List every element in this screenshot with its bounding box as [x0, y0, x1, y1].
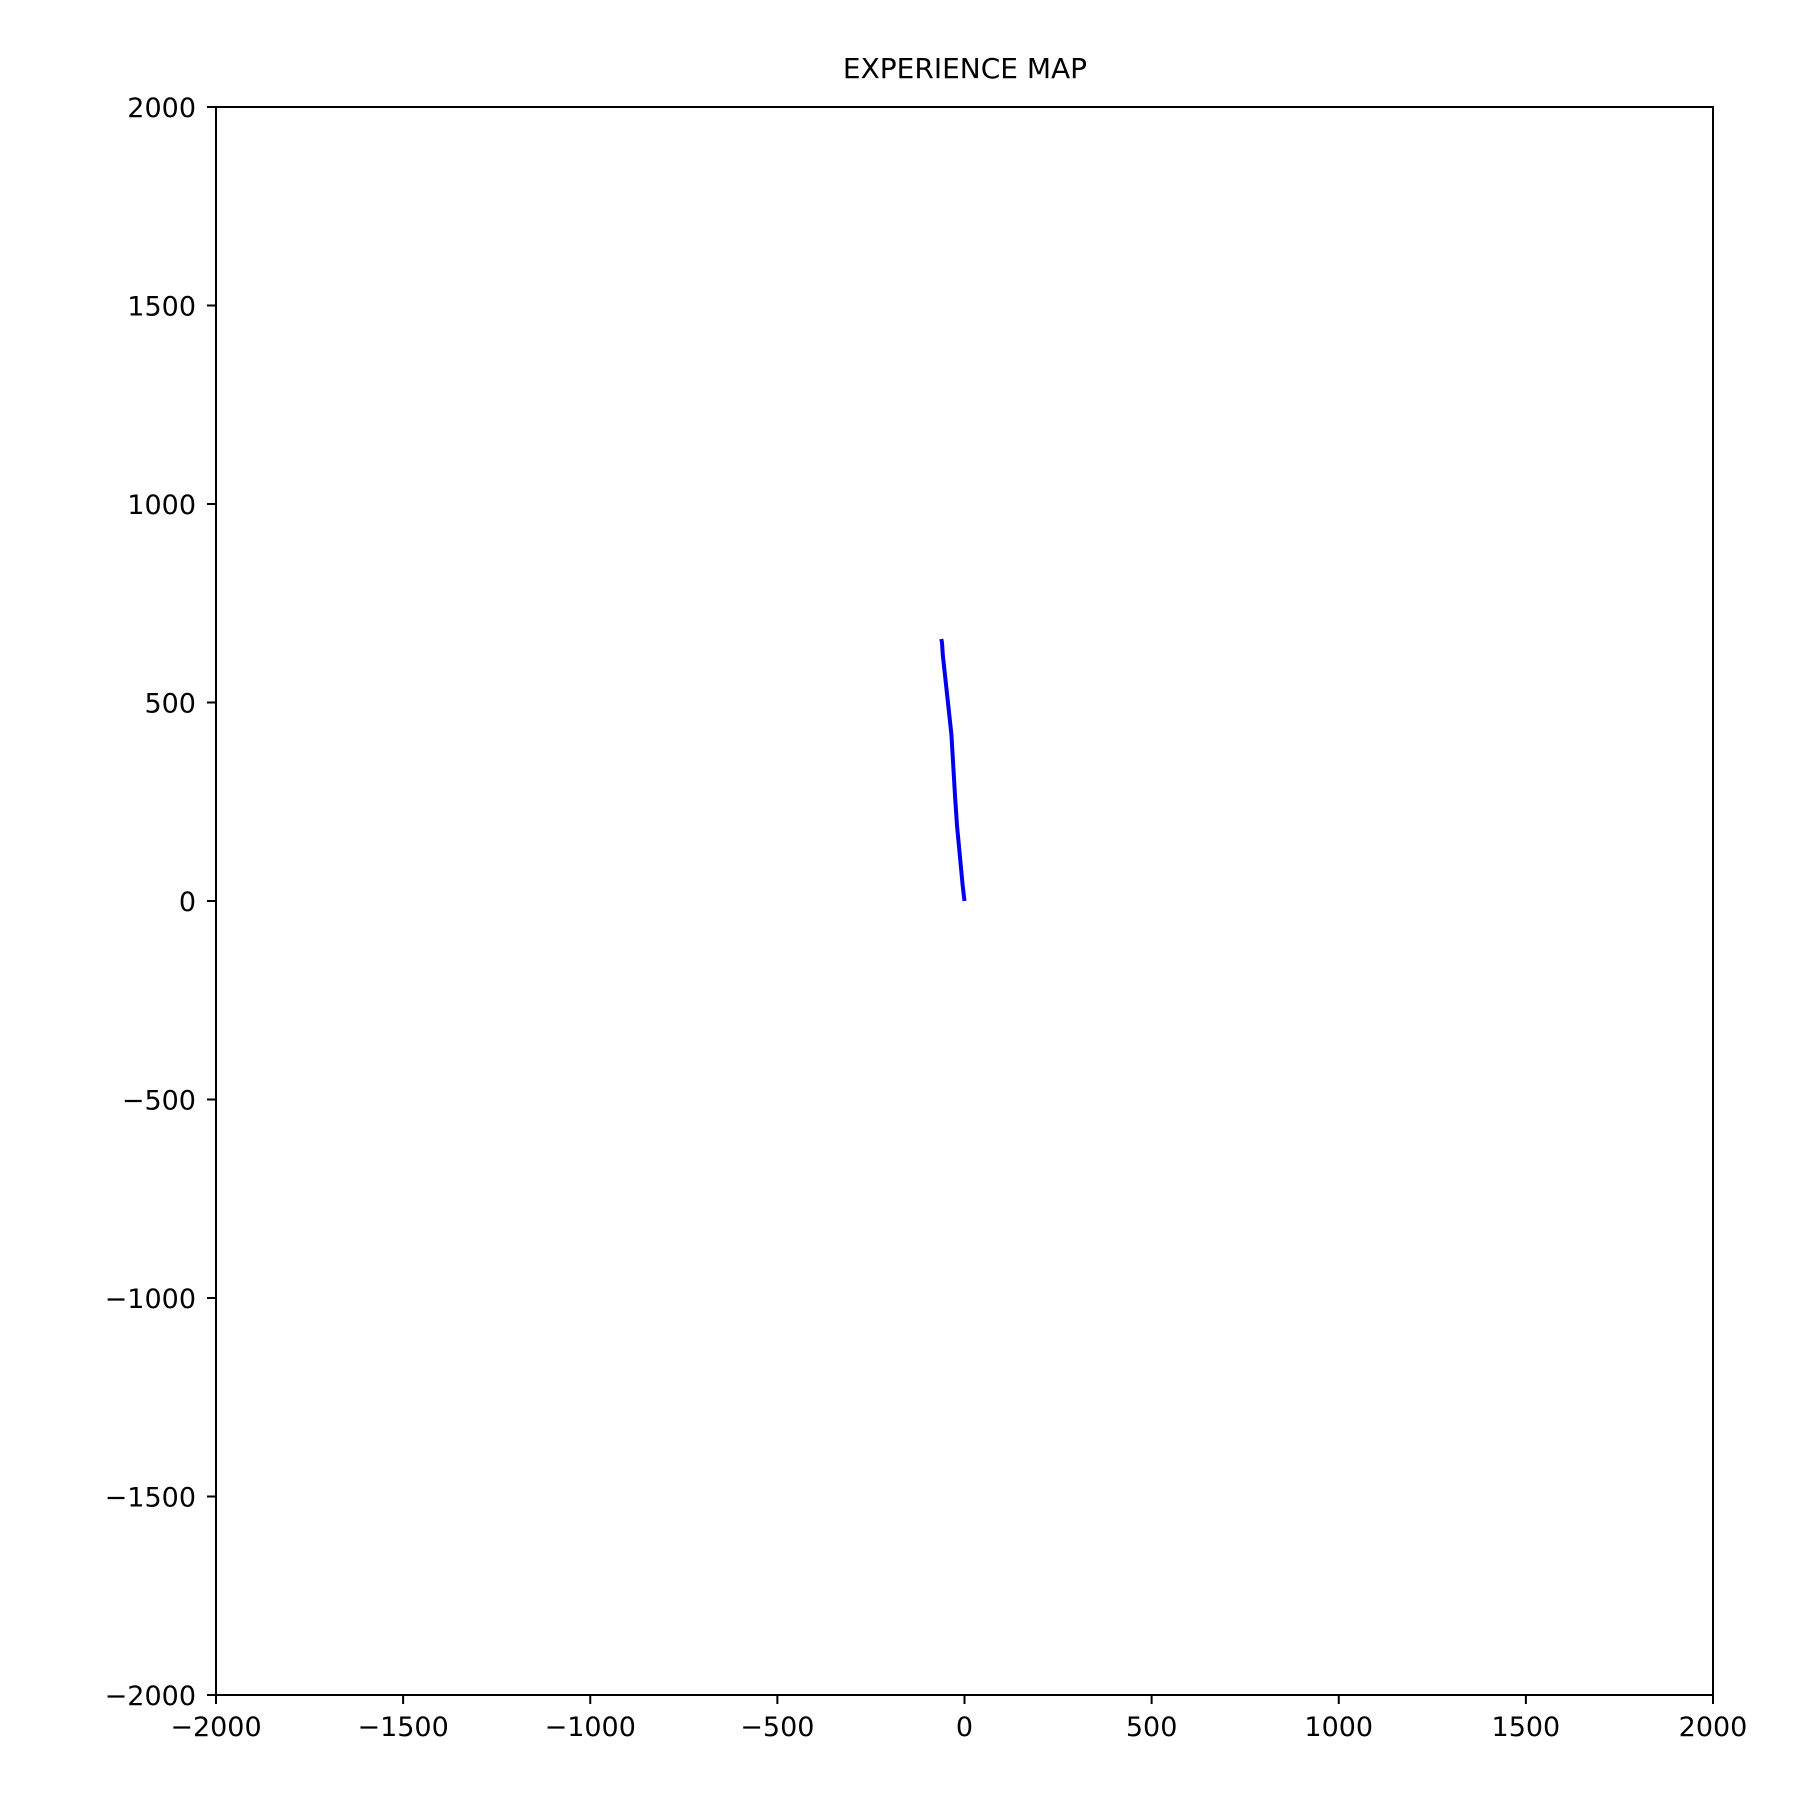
y-tick-label: −1500: [105, 1483, 196, 1514]
y-tick-label: −1000: [105, 1284, 196, 1315]
y-tick-label: −2000: [105, 1681, 196, 1712]
x-tick-label: 500: [1126, 1712, 1178, 1743]
y-tick-label: 2000: [127, 93, 196, 124]
y-tick-label: 1500: [127, 292, 196, 323]
x-tick-label: −1000: [545, 1712, 636, 1743]
y-axis: −2000 −1500 −1000 −500 0 500 1000 1500 2000: [105, 93, 216, 1712]
x-tick-label: 1500: [1492, 1712, 1561, 1743]
x-tick-label: −500: [740, 1712, 814, 1743]
y-tick-label: 1000: [127, 490, 196, 521]
series-layer: [939, 638, 967, 902]
x-axis: −2000 −1500 −1000 −500 0 500 1000 1500 2000: [170, 1695, 1747, 1743]
chart-title: EXPERIENCE MAP: [843, 52, 1087, 85]
x-tick-label: −1500: [357, 1712, 448, 1743]
y-tick-label: 0: [179, 887, 196, 918]
series-line-0: [939, 638, 967, 902]
x-tick-label: 0: [956, 1712, 973, 1743]
x-tick-label: 2000: [1679, 1712, 1748, 1743]
y-tick-label: 500: [144, 689, 196, 720]
y-tick-label: −500: [122, 1086, 196, 1117]
x-tick-label: −2000: [170, 1712, 261, 1743]
x-tick-label: 1000: [1304, 1712, 1373, 1743]
